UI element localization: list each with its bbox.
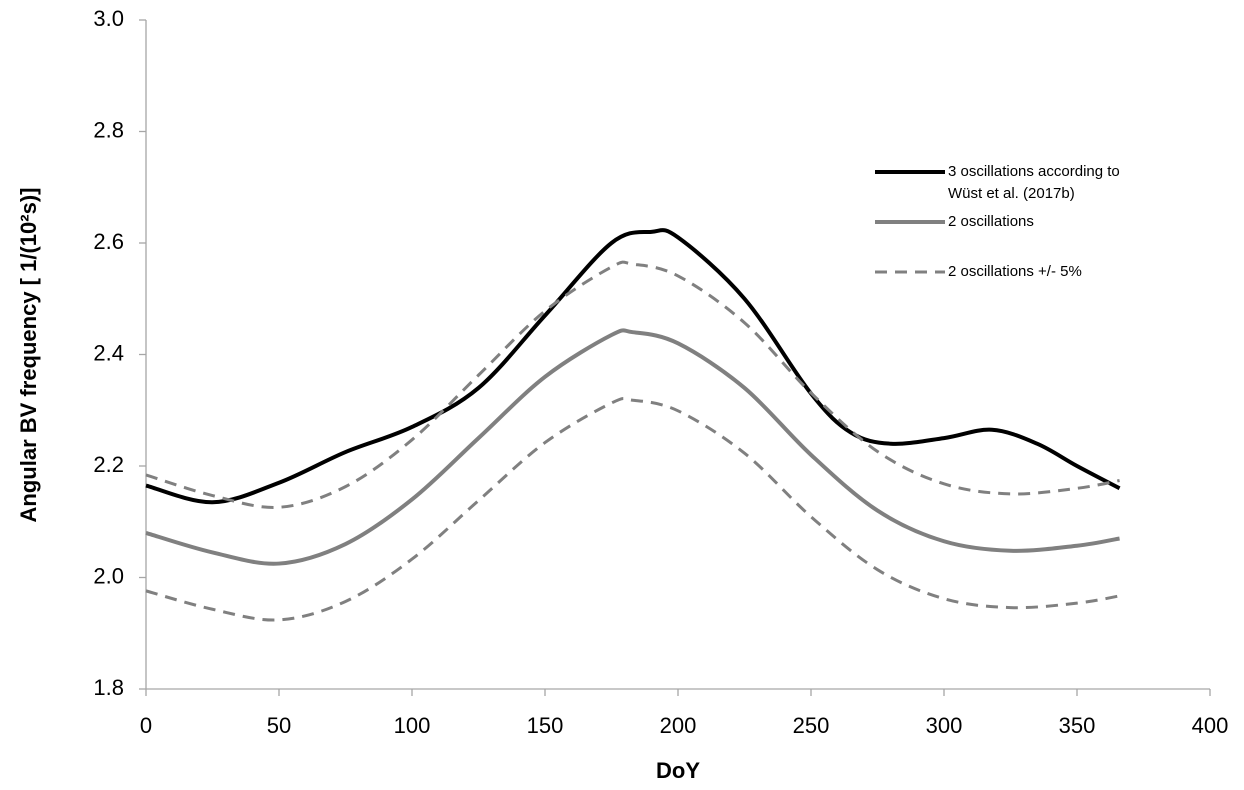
y-tick-label: 3.0 [93,6,124,31]
legend-label: 2 oscillations +/- 5% [948,263,1082,280]
series-line [145,260,1120,509]
y-tick-label: 2.8 [93,117,124,142]
y-tick-label: 2.0 [93,563,124,588]
series-line-lower [145,396,1120,622]
x-tick-label: 350 [1059,713,1096,738]
y-tick-label: 2.4 [93,340,124,365]
series-line [145,228,1121,505]
x-tick-label: 150 [527,713,564,738]
x-tick-label: 50 [267,713,291,738]
legend-label: 3 oscillations according to Wüst et al. … [948,163,1120,202]
x-tick-label: 200 [660,713,697,738]
series-line [145,328,1120,566]
y-tick-label: 2.2 [93,452,124,477]
y-axis-title: Angular BV frequency [ 1/(10²s)] [16,188,41,523]
legend-label: 2 oscillations [948,213,1034,230]
x-tick-label: 400 [1192,713,1229,738]
x-tick-label: 250 [793,713,830,738]
x-tick-label: 100 [394,713,431,738]
x-tick-label: 0 [140,713,152,738]
x-axis-title: DoY [656,758,700,783]
y-tick-label: 2.6 [93,229,124,254]
y-tick-label: 1.8 [93,675,124,700]
x-tick-label: 300 [926,713,963,738]
